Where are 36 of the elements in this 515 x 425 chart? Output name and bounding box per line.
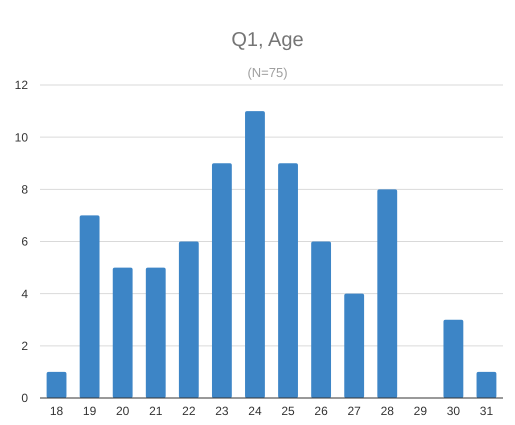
y-tick-label: 8 (21, 182, 28, 197)
bar (80, 215, 100, 398)
bar (46, 372, 66, 398)
bar (344, 294, 364, 398)
bar (278, 163, 298, 398)
x-tick-label: 18 (50, 404, 64, 418)
y-tick-label: 12 (14, 78, 28, 92)
bar (212, 163, 232, 398)
chart-subtitle: (N=75) (247, 65, 288, 80)
y-tick-label: 2 (21, 339, 28, 354)
y-tick-label: 6 (21, 234, 28, 249)
x-tick-label: 23 (215, 404, 229, 418)
bar (476, 372, 496, 398)
bar (311, 242, 332, 398)
x-tick-label: 19 (82, 404, 97, 418)
bar (146, 268, 166, 398)
y-tick-label: 4 (21, 286, 28, 301)
bar (377, 189, 398, 398)
x-tick-label: 21 (149, 404, 163, 418)
bar (112, 268, 133, 398)
x-tick-label: 28 (380, 404, 394, 418)
x-tick-label: 31 (480, 404, 494, 418)
x-tick-label: 29 (414, 404, 428, 418)
x-tick-label: 25 (281, 404, 296, 418)
x-tick-label: 30 (446, 404, 460, 418)
x-tick-label: 24 (248, 404, 262, 418)
x-tick-label: 20 (116, 404, 130, 418)
bar (443, 320, 464, 398)
bar (245, 111, 265, 398)
x-tick-label: 26 (314, 404, 328, 418)
chart-title: Q1, Age (231, 29, 304, 51)
bar (178, 242, 199, 398)
y-tick-label: 0 (21, 391, 28, 406)
x-tick-label: 22 (182, 404, 196, 418)
y-tick-label: 10 (14, 130, 28, 144)
x-tick-label: 27 (348, 404, 362, 418)
